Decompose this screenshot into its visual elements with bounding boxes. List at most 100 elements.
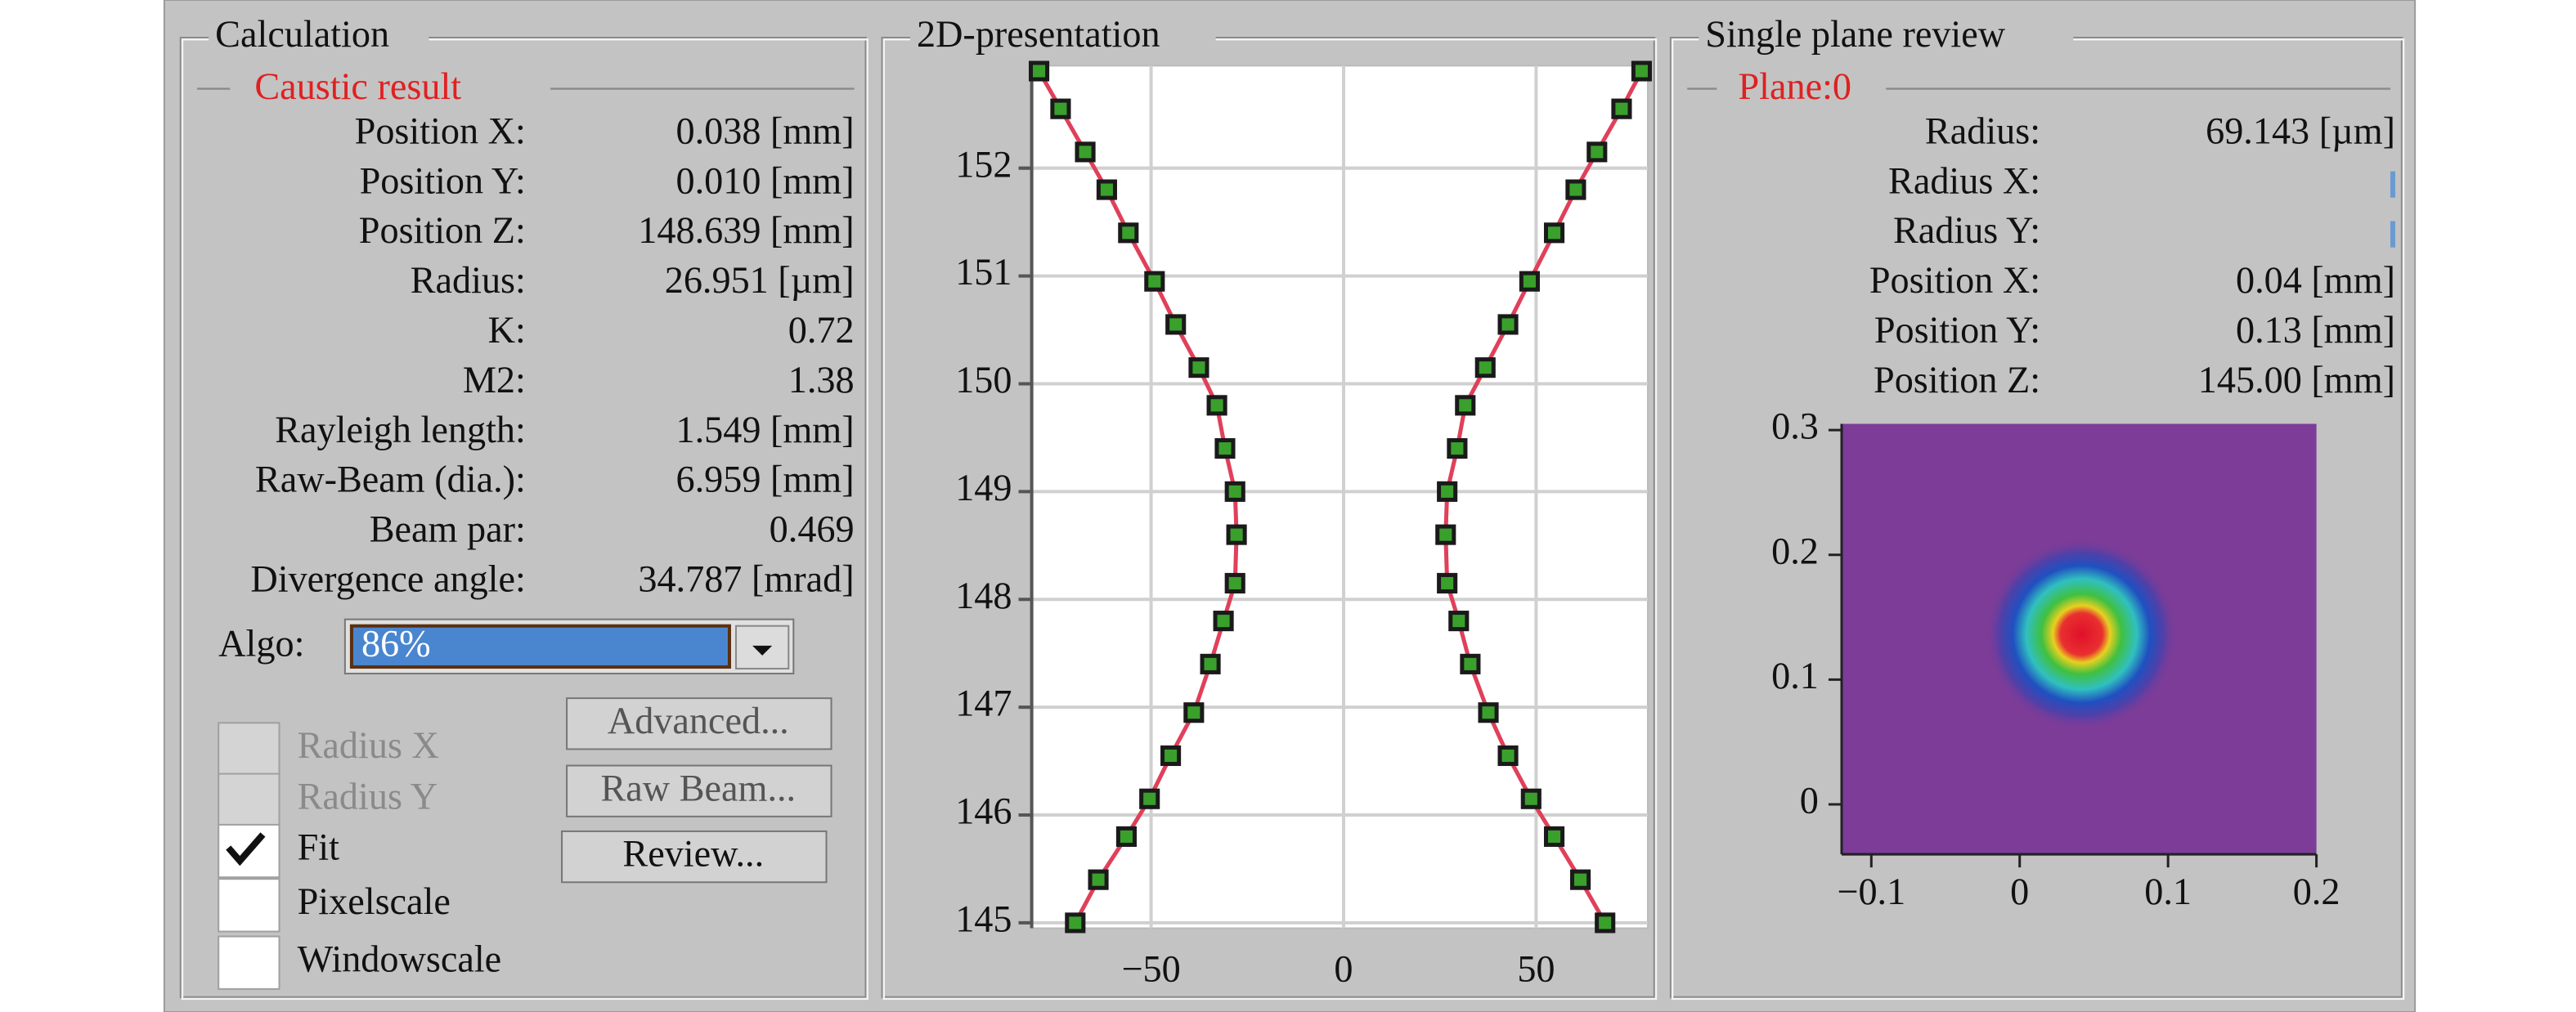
point: [1050, 98, 1071, 119]
group-box: [181, 38, 868, 1001]
point: [1565, 179, 1586, 200]
value-indicator: [2390, 171, 2396, 198]
field-value: 145.00 [mm]: [2198, 359, 2395, 401]
point: [1214, 438, 1236, 459]
point: [1096, 179, 1117, 200]
y-tick-label: 148: [955, 575, 1012, 616]
point: [1595, 912, 1616, 934]
point: [1183, 702, 1205, 723]
point: [1460, 653, 1481, 674]
field-value: 0.010 [mm]: [676, 159, 855, 201]
field-label: Radius:: [1925, 110, 2040, 151]
point: [1447, 438, 1468, 459]
point: [1206, 395, 1227, 416]
point: [1448, 611, 1470, 632]
button[interactable]: [566, 764, 832, 817]
plot-area: [1030, 65, 1649, 929]
section-title: Caustic result: [254, 65, 461, 107]
point: [1160, 745, 1182, 767]
point: [1497, 745, 1519, 767]
check-mark: [226, 832, 266, 866]
field-value: 0.469: [770, 508, 855, 550]
point: [1543, 826, 1565, 847]
x-tick-label: −0.1: [1837, 871, 1905, 912]
point: [1213, 611, 1234, 632]
section-title: Plane:0: [1738, 65, 1851, 107]
field-label: Position Y:: [360, 159, 526, 201]
field-label: Radius X:: [1888, 159, 2040, 201]
field-label: Rayleigh length:: [275, 409, 526, 450]
field-value: 148.639 [mm]: [638, 209, 854, 251]
y-tick-label: 0: [1800, 780, 1819, 822]
group-box: [882, 38, 1658, 1001]
point: [1224, 481, 1245, 502]
point: [1028, 60, 1050, 82]
checkbox-label: Windowscale: [298, 938, 502, 979]
point: [1478, 702, 1499, 723]
point: [1570, 869, 1591, 890]
point: [1118, 222, 1139, 244]
point: [1200, 653, 1221, 674]
x-tick-label: 0: [1334, 947, 1353, 989]
combobox-value: 86%: [361, 622, 431, 664]
button-label: Review...: [622, 833, 764, 875]
button[interactable]: [566, 697, 832, 750]
field-value: 26.951 [µm]: [665, 259, 855, 301]
field-label: Radius Y:: [1893, 209, 2040, 251]
dynamic-layer: Position X: 0.038 [mm] Position Y: 0.010 [m…: [218, 60, 2396, 990]
point: [1437, 572, 1458, 594]
point: [1474, 357, 1496, 378]
point: [1139, 788, 1160, 809]
point: [1075, 141, 1096, 163]
y-tick-label: 145: [955, 898, 1012, 940]
dropdown-arrow: [752, 645, 773, 656]
point: [1520, 788, 1542, 809]
checkbox-label: Pixelscale: [298, 880, 451, 922]
field-label: Divergence angle:: [250, 557, 525, 599]
field-label: Raw-Beam (dia.):: [255, 459, 526, 500]
point: [1226, 524, 1247, 545]
panel-title: Calculation: [215, 13, 389, 55]
y-tick-label: 0.2: [1771, 530, 1819, 571]
group-box: [179, 37, 867, 999]
field-value: 34.787 [mrad]: [638, 557, 854, 599]
x-tick-label: 0.1: [2144, 871, 2192, 912]
checkbox[interactable]: [218, 935, 280, 990]
button-label: Raw Beam...: [600, 767, 796, 808]
point: [1435, 524, 1456, 545]
field-value: 0.04 [mm]: [2236, 259, 2395, 301]
field-label: Beam par:: [370, 508, 526, 550]
panel-title: 2D-presentation: [917, 13, 1160, 55]
button-label: Advanced...: [608, 700, 789, 741]
point: [1088, 869, 1109, 890]
point: [1497, 314, 1519, 335]
button[interactable]: [561, 830, 828, 884]
combobox-field: [349, 624, 731, 669]
checkbox[interactable]: [218, 878, 280, 933]
y-tick-label: 0.1: [1771, 655, 1819, 696]
field-label: K:: [488, 309, 526, 351]
point: [1586, 141, 1608, 163]
title-bg: [909, 16, 1216, 56]
field-value: 1.549 [mm]: [676, 409, 855, 450]
y-tick-label: 150: [955, 359, 1012, 401]
checkbox[interactable]: [218, 772, 280, 827]
point: [1224, 572, 1245, 594]
y-tick-label: 149: [955, 467, 1012, 508]
point: [1543, 222, 1565, 244]
group-box: [881, 37, 1656, 999]
title-bg: [209, 16, 429, 56]
x-tick-label: 0.2: [2293, 871, 2340, 912]
algo-label: Algo:: [218, 622, 304, 664]
y-tick-label: 147: [955, 683, 1012, 724]
y-tick-label: 151: [955, 251, 1012, 293]
checkbox[interactable]: [218, 722, 280, 777]
point: [1065, 912, 1086, 934]
x-tick-label: 0: [2010, 871, 2029, 912]
x-tick-label: −50: [1121, 947, 1180, 989]
point: [1611, 98, 1632, 119]
field-label: Position X:: [355, 110, 526, 151]
checkbox-label: Radius Y: [298, 775, 438, 817]
y-tick-label: 152: [955, 143, 1012, 185]
